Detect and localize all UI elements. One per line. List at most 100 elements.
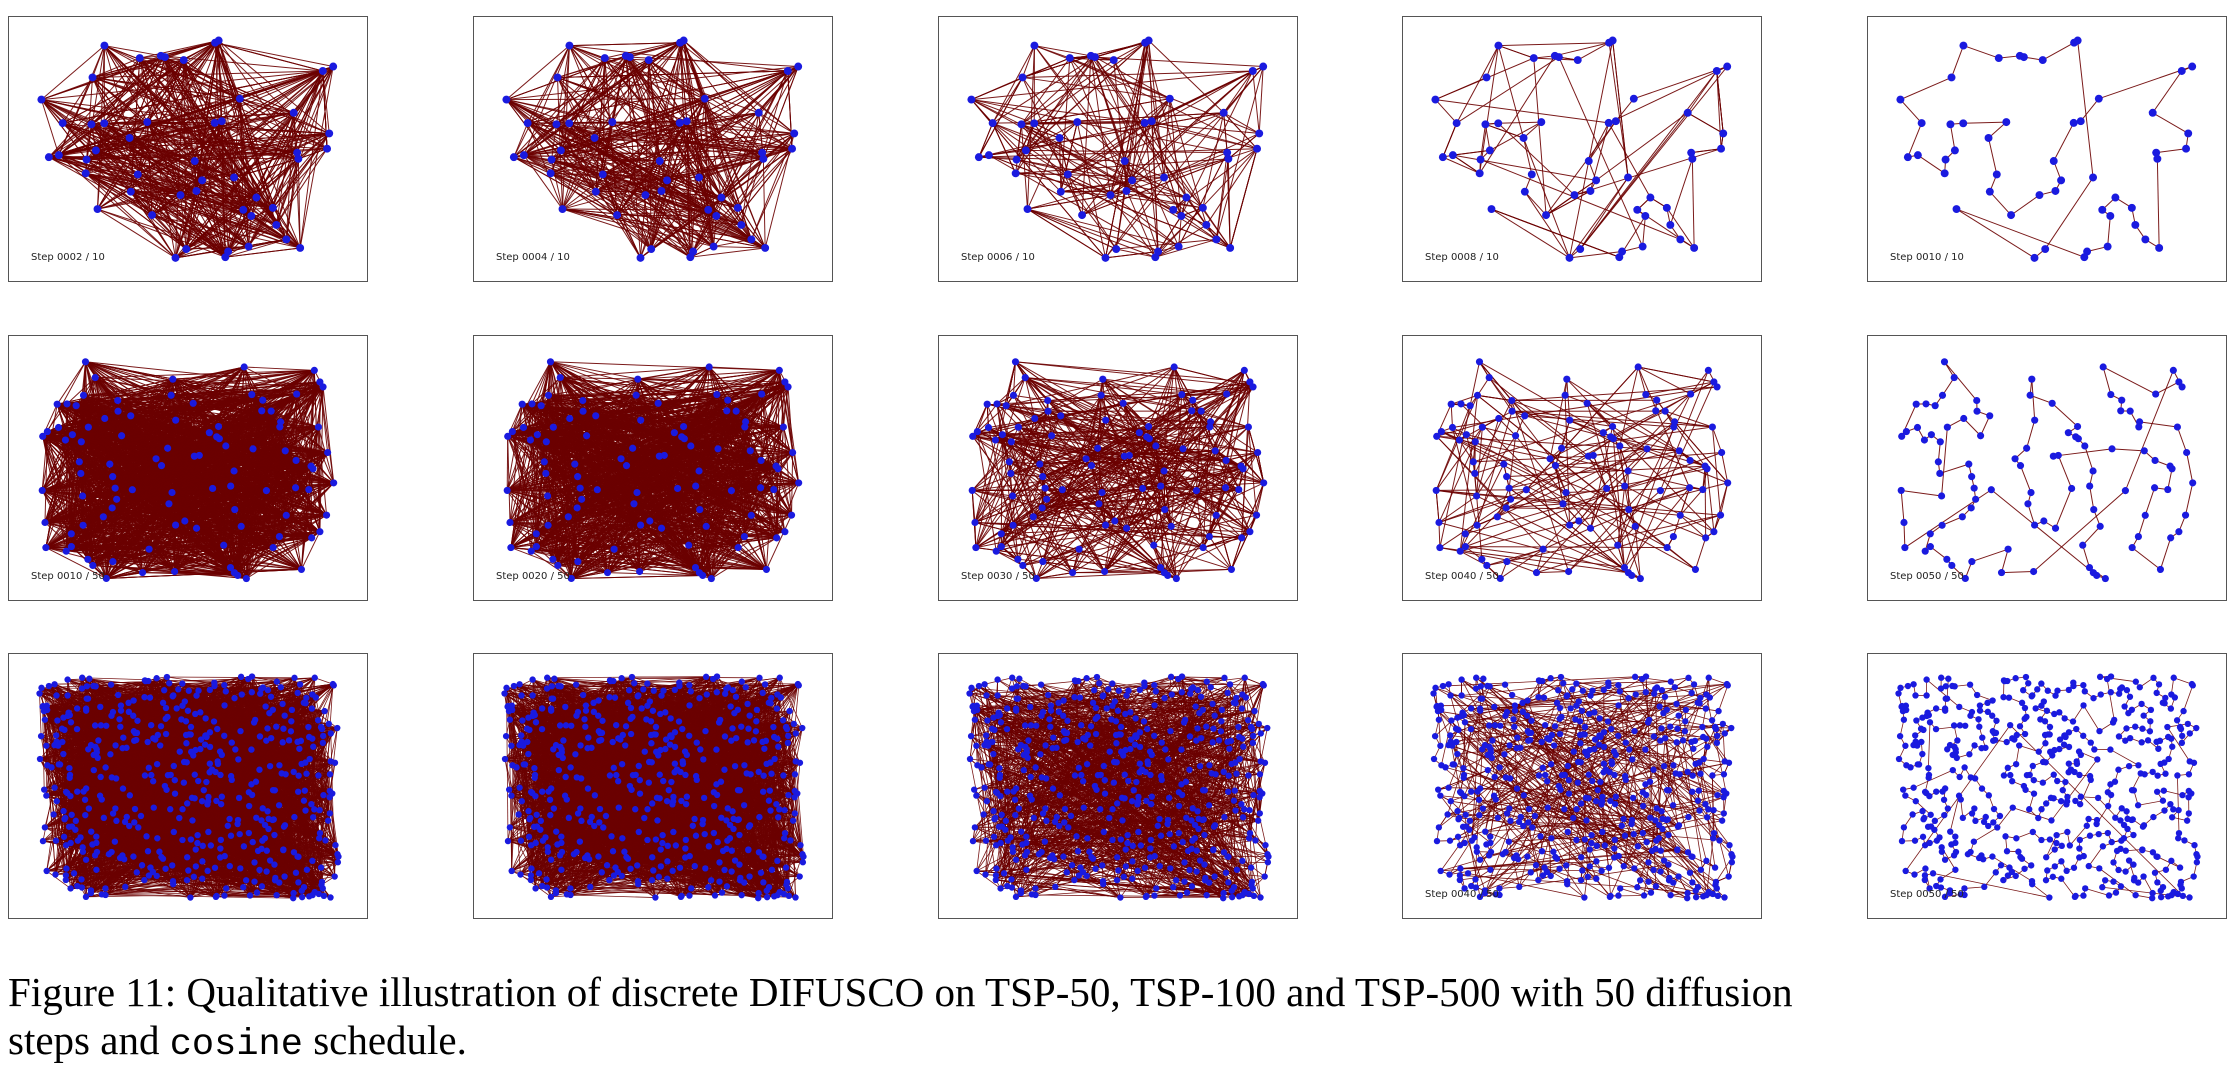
node	[165, 500, 173, 508]
node	[675, 118, 684, 127]
edge	[103, 468, 314, 518]
edge	[683, 40, 700, 178]
edge	[234, 514, 327, 574]
node	[2141, 235, 2150, 244]
edge	[523, 56, 631, 156]
node	[1160, 173, 1169, 182]
node	[1608, 36, 1617, 45]
node	[1638, 242, 1647, 251]
node	[1147, 117, 1156, 126]
node	[1950, 146, 1959, 155]
edge	[527, 122, 563, 210]
edge	[686, 121, 717, 217]
node	[759, 154, 768, 163]
node	[102, 574, 110, 583]
node	[210, 118, 219, 127]
edge	[44, 476, 113, 523]
node	[192, 187, 201, 195]
tour-edge	[1633, 66, 1728, 100]
edge	[58, 45, 105, 156]
edge	[1094, 56, 1264, 68]
tour-edge	[1486, 45, 1499, 78]
edge	[58, 59, 185, 156]
edge	[45, 547, 107, 579]
node	[1109, 56, 1118, 65]
node	[1494, 41, 1503, 50]
node	[783, 67, 792, 75]
node	[1688, 154, 1697, 163]
node	[269, 544, 277, 552]
node	[1169, 205, 1178, 214]
node	[1666, 220, 1675, 229]
node	[84, 555, 92, 563]
tour-edge	[2053, 122, 2075, 162]
edge	[1094, 56, 1180, 247]
edge	[1016, 42, 1146, 160]
edge	[85, 172, 249, 248]
edge	[91, 98, 240, 125]
edge	[80, 441, 84, 526]
edge	[1027, 208, 1106, 259]
edge	[1169, 98, 1207, 226]
edge	[1022, 45, 1035, 78]
edge	[175, 246, 249, 259]
edge	[686, 120, 795, 134]
edge	[111, 386, 324, 509]
node	[737, 220, 746, 229]
edge	[47, 431, 328, 454]
edge	[82, 495, 150, 550]
node	[1646, 193, 1655, 202]
edge	[1480, 159, 1681, 240]
node	[81, 169, 90, 178]
node	[87, 120, 96, 129]
node	[1259, 62, 1268, 71]
edge	[223, 482, 334, 546]
edge	[218, 438, 236, 510]
node	[63, 400, 71, 408]
edge	[58, 154, 249, 248]
edge-group	[1900, 40, 2193, 259]
edge	[557, 77, 694, 252]
edge	[650, 40, 685, 250]
node	[272, 220, 281, 229]
tour-edge	[1988, 137, 1998, 175]
edge	[1076, 122, 1106, 258]
node	[1140, 118, 1149, 127]
tour-edge	[2156, 158, 2160, 248]
edge	[604, 40, 684, 59]
edge	[679, 42, 691, 258]
node	[2076, 117, 2085, 126]
edge	[1151, 121, 1182, 217]
edge	[1016, 56, 1096, 160]
edge	[1442, 156, 1480, 174]
node	[1676, 235, 1685, 244]
node	[2089, 173, 2098, 182]
panel-r1-c2: Step 0004 / 10	[473, 16, 833, 282]
node	[198, 176, 207, 185]
edge	[42, 436, 72, 547]
node	[189, 399, 197, 407]
edge	[156, 452, 328, 460]
edge	[70, 495, 84, 547]
edge	[1090, 55, 1111, 196]
edge	[106, 572, 235, 579]
edge	[645, 194, 766, 249]
edge	[117, 400, 225, 546]
node	[2111, 193, 2120, 202]
edge	[151, 197, 257, 216]
edge	[137, 122, 215, 175]
edge	[992, 45, 1035, 124]
node	[164, 444, 172, 452]
node	[106, 460, 114, 468]
edge	[569, 45, 613, 123]
edge	[105, 492, 173, 579]
node	[1120, 157, 1129, 165]
edge	[192, 402, 314, 470]
node	[93, 205, 102, 214]
edge	[48, 56, 166, 158]
edge	[1025, 123, 1035, 151]
edge	[85, 361, 252, 396]
edge	[44, 509, 235, 523]
edge	[295, 394, 298, 461]
edge	[46, 361, 86, 432]
